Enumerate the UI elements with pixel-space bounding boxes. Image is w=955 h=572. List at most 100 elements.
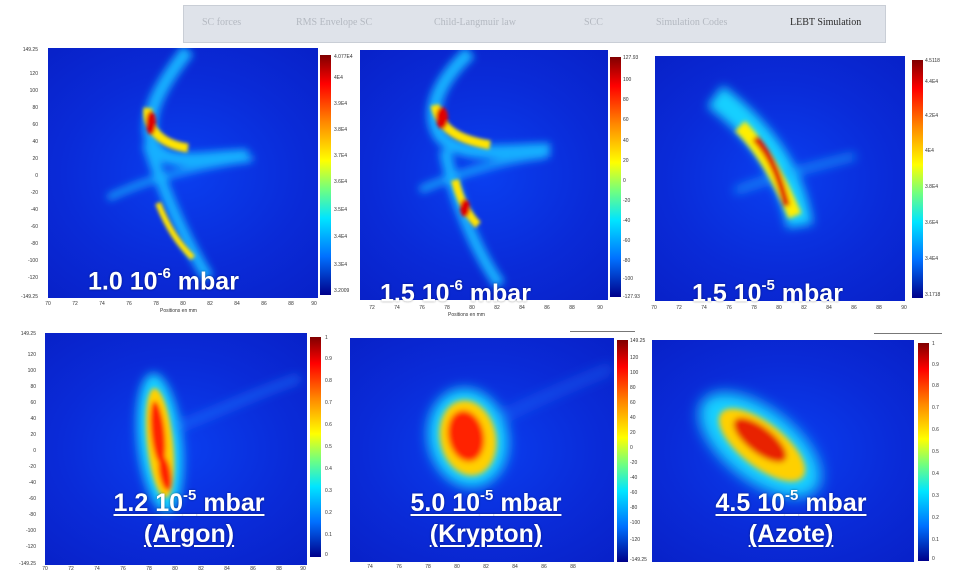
x-tick: 76 bbox=[126, 301, 132, 307]
x-tick: 74 bbox=[701, 305, 707, 311]
colorbar-tick: 0.6 bbox=[325, 422, 332, 428]
colorbar-tick: 3.5E4 bbox=[334, 207, 348, 213]
y-tick: -60 bbox=[30, 224, 38, 230]
y-tick: -60 bbox=[28, 496, 36, 502]
colorbar-tick: -20 bbox=[630, 460, 638, 466]
x-tick: 70 bbox=[45, 301, 51, 307]
x-axis-label: Positions en mm bbox=[448, 312, 485, 318]
colorbar-tick: 0.5 bbox=[325, 444, 332, 450]
x-tick: 74 bbox=[394, 305, 400, 311]
y-tick: -40 bbox=[30, 207, 38, 213]
colorbar-tick: 4.5118 bbox=[925, 58, 940, 64]
colorbar-tick: 127.93 bbox=[623, 55, 639, 61]
beam-density-plot bbox=[652, 340, 914, 562]
y-tick: 20 bbox=[32, 156, 38, 162]
colorbar-tick: 100 bbox=[630, 370, 639, 376]
x-tick: 82 bbox=[483, 564, 489, 570]
colorbar-tick: 0.5 bbox=[932, 449, 939, 455]
gas-label: (Krypton) bbox=[429, 520, 543, 549]
x-tick: 84 bbox=[234, 301, 240, 307]
colorbar-tick: 3.7E4 bbox=[334, 153, 348, 159]
x-tick: 78 bbox=[444, 305, 450, 311]
x-tick: 78 bbox=[425, 564, 431, 570]
nav-item-child-langmuir[interactable]: Child-Langmuir law bbox=[434, 17, 516, 28]
x-tick: 90 bbox=[300, 566, 306, 572]
y-tick: 40 bbox=[30, 416, 36, 422]
y-tick: 100 bbox=[29, 88, 38, 94]
colorbar-tick: 3.1718 bbox=[925, 292, 941, 298]
x-tick: 80 bbox=[776, 305, 782, 311]
colorbar-tick: -40 bbox=[623, 218, 631, 224]
y-tick: -120 bbox=[25, 544, 36, 550]
y-tick: 0 bbox=[35, 173, 38, 179]
colorbar bbox=[610, 57, 621, 297]
colorbar-tick: 0 bbox=[623, 178, 626, 184]
colorbar-tick: 40 bbox=[623, 138, 629, 144]
x-tick: 78 bbox=[146, 566, 152, 572]
y-tick: 0 bbox=[33, 448, 36, 454]
nav-item-simulation-codes[interactable]: Simulation Codes bbox=[656, 17, 728, 28]
y-tick: 120 bbox=[27, 352, 36, 358]
colorbar-tick: 4.2E4 bbox=[925, 113, 939, 119]
x-tick: 84 bbox=[224, 566, 230, 572]
colorbar-tick: 60 bbox=[630, 400, 636, 406]
colorbar-tick: 1 bbox=[932, 341, 935, 347]
y-tick: -120 bbox=[27, 275, 38, 281]
beam-density-plot bbox=[655, 56, 905, 301]
x-tick: 84 bbox=[512, 564, 518, 570]
nav-item-sc-forces[interactable]: SC forces bbox=[202, 17, 242, 28]
y-tick: -80 bbox=[30, 241, 38, 247]
y-tick: 100 bbox=[27, 368, 36, 374]
colorbar-tick: -20 bbox=[623, 198, 631, 204]
beam-density-plot bbox=[350, 338, 614, 562]
colorbar bbox=[617, 340, 628, 562]
nav-item-scc[interactable]: SCC bbox=[584, 17, 603, 28]
colorbar-tick: -40 bbox=[630, 475, 638, 481]
colorbar-tick: 0 bbox=[325, 552, 328, 558]
colorbar-tick: -100 bbox=[630, 520, 641, 526]
x-tick: 74 bbox=[99, 301, 105, 307]
y-tick: -100 bbox=[27, 258, 38, 264]
colorbar-tick: 0.4 bbox=[325, 466, 332, 472]
colorbar-tick: 80 bbox=[630, 385, 636, 391]
y-tick: 60 bbox=[32, 122, 38, 128]
colorbar-tick: 80 bbox=[623, 97, 629, 103]
x-tick: 72 bbox=[676, 305, 682, 311]
y-tick: -40 bbox=[28, 480, 36, 486]
colorbar-tick: 3.8E4 bbox=[925, 184, 939, 190]
beam-distribution-graphic bbox=[427, 364, 614, 488]
colorbar-tick: -80 bbox=[630, 505, 638, 511]
colorbar-tick: 0.9 bbox=[932, 362, 939, 368]
colorbar-tick: 0.2 bbox=[932, 515, 939, 521]
divider-line bbox=[570, 331, 635, 332]
colorbar-tick: 3.4E4 bbox=[925, 256, 939, 262]
x-tick: 88 bbox=[288, 301, 294, 307]
pressure-label: 1.5 10-6 mbar bbox=[380, 277, 531, 308]
colorbar-tick: 3.6E4 bbox=[925, 220, 939, 226]
colorbar-tick: -120 bbox=[630, 537, 641, 543]
colorbar-tick: 0.3 bbox=[932, 493, 939, 499]
x-tick: 78 bbox=[153, 301, 159, 307]
y-tick: 80 bbox=[32, 105, 38, 111]
nav-item-rms-envelope[interactable]: RMS Envelope SC bbox=[296, 17, 373, 28]
colorbar-tick: 60 bbox=[623, 117, 629, 123]
beam-distribution-graphic bbox=[699, 392, 821, 498]
colorbar-tick: 3.3E4 bbox=[334, 262, 348, 268]
x-tick: 82 bbox=[207, 301, 213, 307]
x-tick: 84 bbox=[519, 305, 525, 311]
y-tick: 80 bbox=[30, 384, 36, 390]
x-tick: 80 bbox=[180, 301, 186, 307]
x-tick: 90 bbox=[311, 301, 317, 307]
x-tick: 88 bbox=[276, 566, 282, 572]
colorbar-tick: 0 bbox=[932, 556, 935, 562]
gas-label: (Azote) bbox=[748, 520, 834, 549]
colorbar-tick: 4.077E4 bbox=[334, 54, 353, 60]
x-tick: 80 bbox=[454, 564, 460, 570]
x-tick: 76 bbox=[726, 305, 732, 311]
y-tick: -20 bbox=[30, 190, 38, 196]
gas-label: (Argon) bbox=[143, 520, 235, 549]
colorbar-tick: 3.9E4 bbox=[334, 101, 348, 107]
x-tick: 80 bbox=[469, 305, 475, 311]
x-tick: 76 bbox=[120, 566, 126, 572]
nav-item-lebt-simulation[interactable]: LEBT Simulation bbox=[790, 17, 862, 28]
